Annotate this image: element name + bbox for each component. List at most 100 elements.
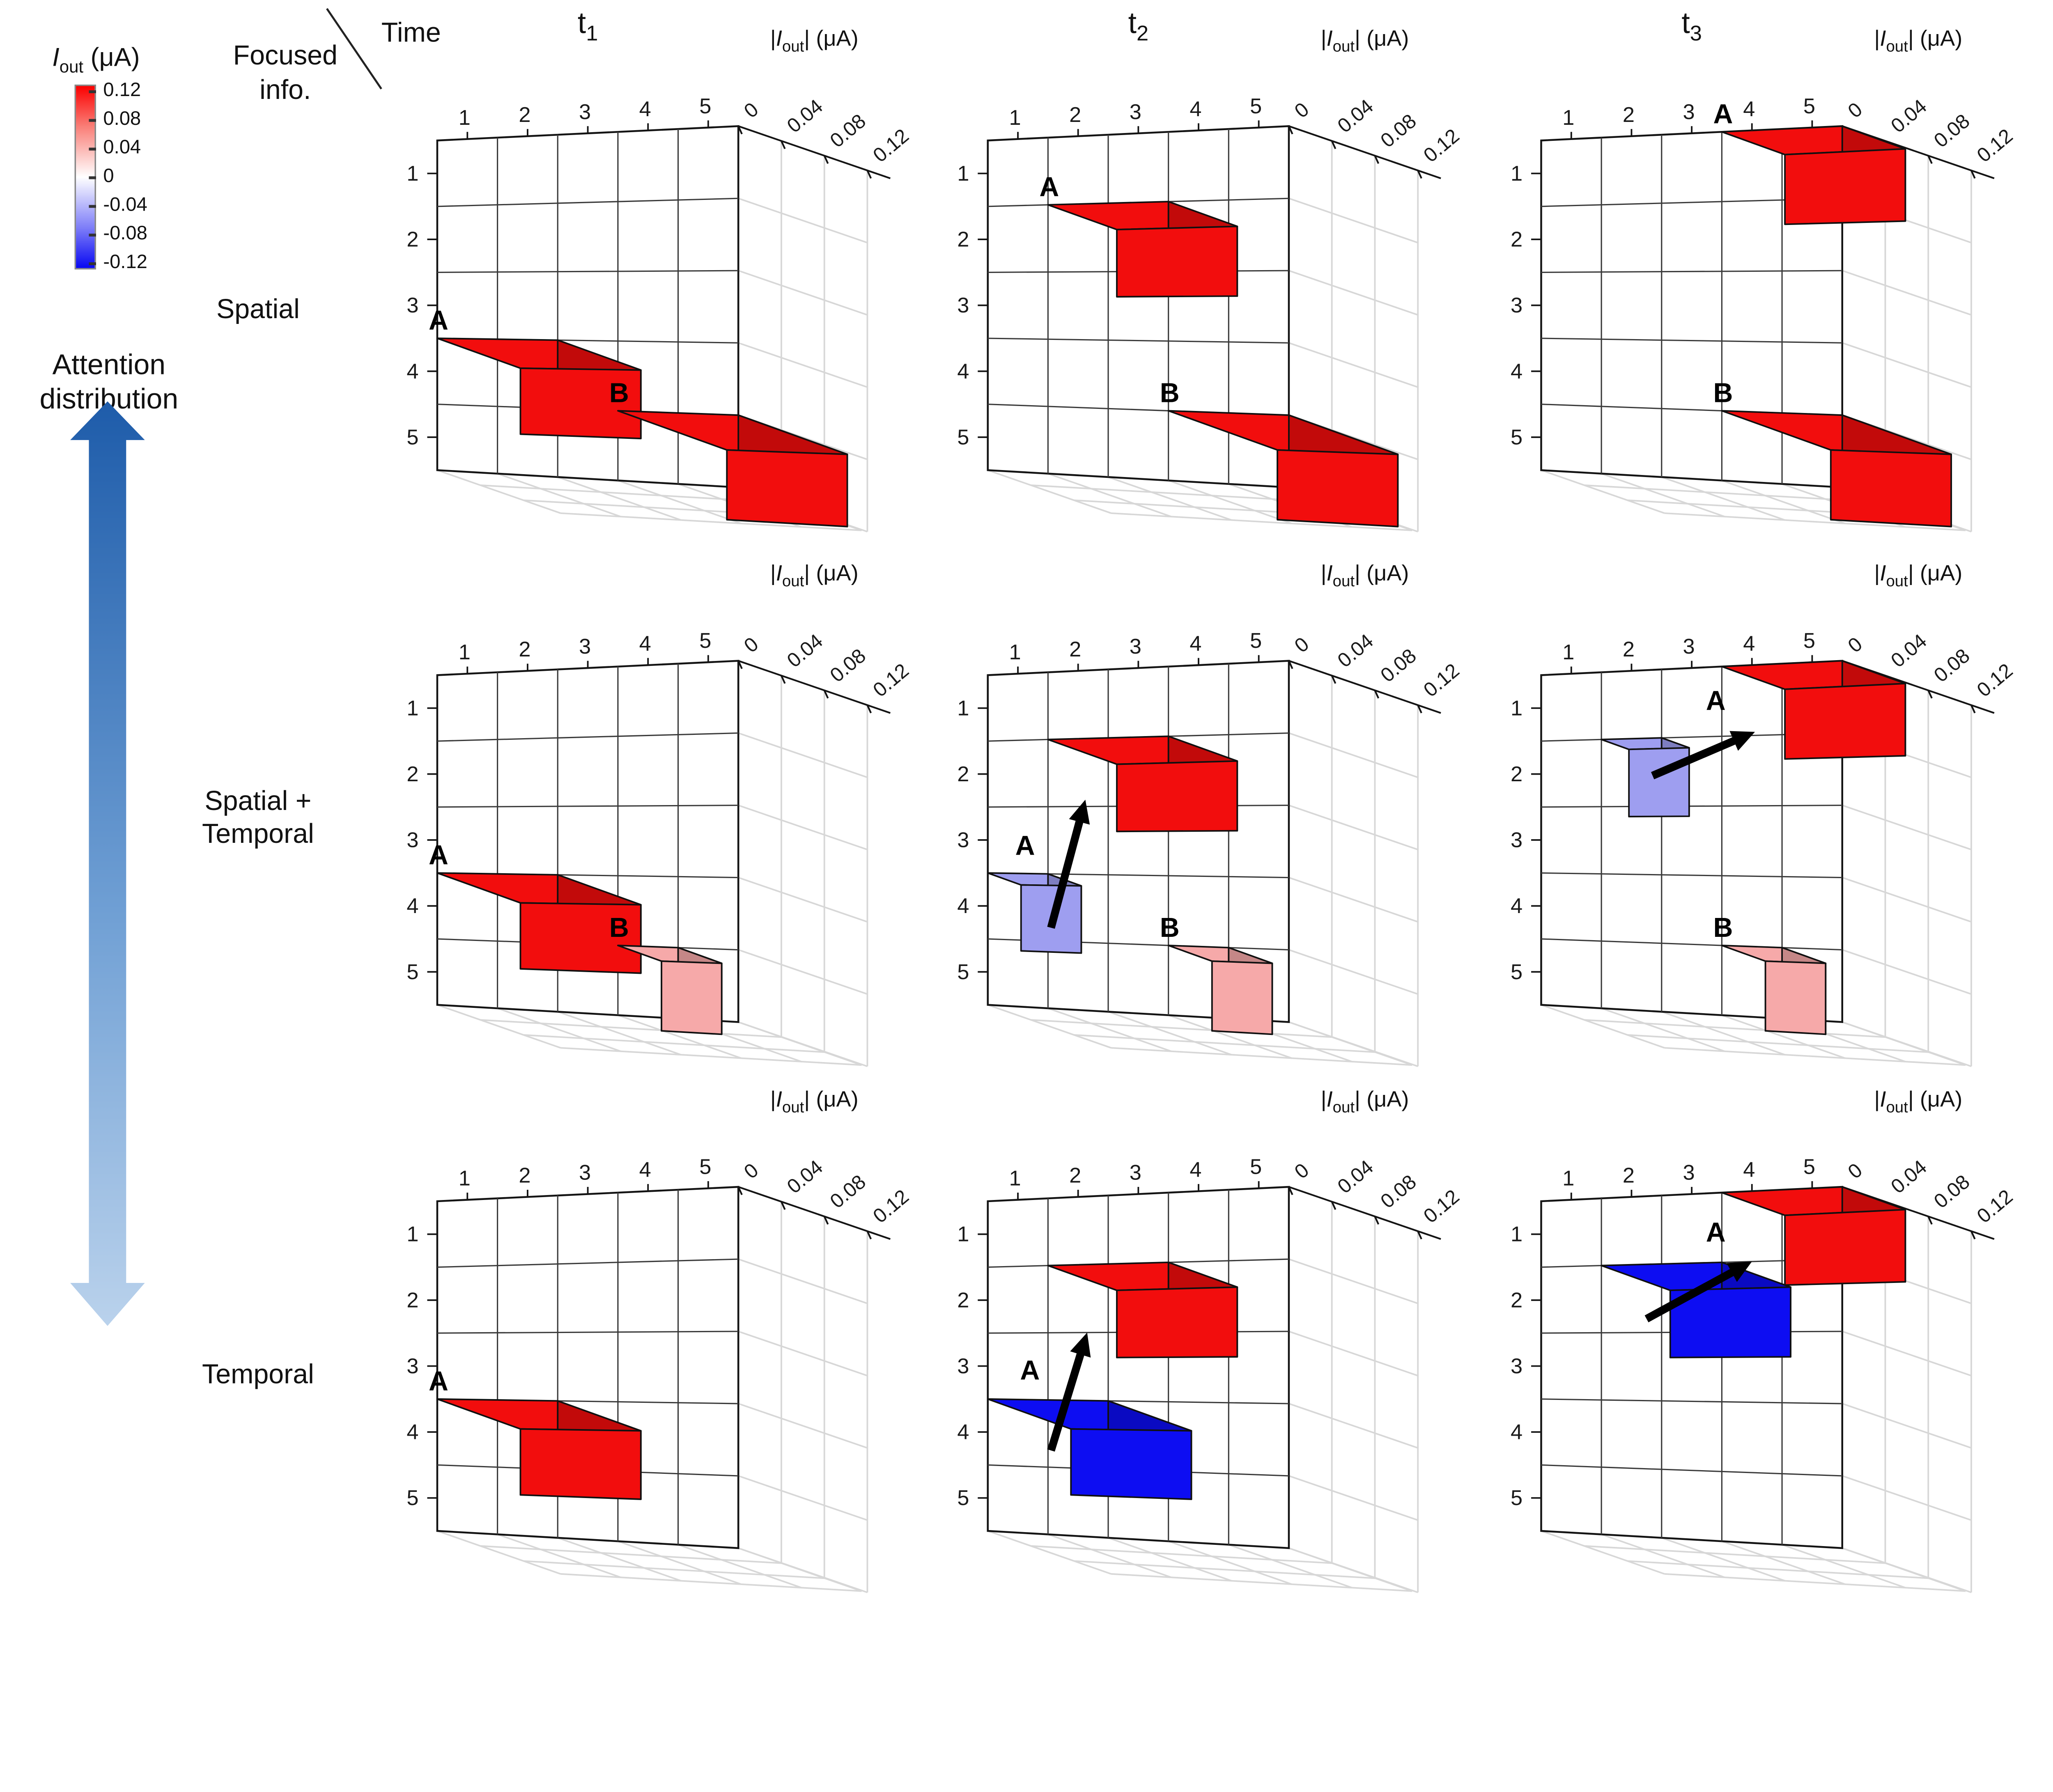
svg-text:0.08: 0.08 bbox=[1376, 110, 1421, 152]
col-header-t2: t2 bbox=[1128, 7, 1149, 46]
colorbar-tick-label: -0.12 bbox=[103, 251, 147, 273]
svg-text:3: 3 bbox=[1130, 1161, 1141, 1185]
svg-text:1: 1 bbox=[406, 696, 418, 720]
svg-text:4: 4 bbox=[406, 1420, 418, 1444]
svg-text:5: 5 bbox=[1803, 94, 1815, 118]
svg-text:5: 5 bbox=[957, 960, 969, 984]
bar-label-B: B bbox=[1160, 913, 1180, 943]
svg-text:|Iout| (μA): |Iout| (μA) bbox=[1874, 1087, 1962, 1116]
svg-text:1: 1 bbox=[1562, 106, 1574, 130]
svg-text:4: 4 bbox=[406, 360, 418, 383]
svg-text:1: 1 bbox=[957, 696, 969, 720]
row-label-spatial: Spatial bbox=[216, 295, 300, 326]
svg-text:0.04: 0.04 bbox=[1333, 630, 1378, 672]
header-time-label: Time bbox=[381, 18, 441, 49]
svg-text:|Iout| (μA): |Iout| (μA) bbox=[1874, 561, 1962, 590]
colorbar-tick-label: 0.12 bbox=[103, 79, 141, 101]
svg-text:2: 2 bbox=[1511, 1288, 1523, 1312]
bar-label-B: B bbox=[609, 913, 629, 943]
svg-text:2: 2 bbox=[1623, 103, 1635, 127]
svg-text:2: 2 bbox=[1511, 762, 1523, 786]
svg-text:5: 5 bbox=[1250, 629, 1262, 653]
svg-text:1: 1 bbox=[406, 162, 418, 186]
svg-text:2: 2 bbox=[1069, 1164, 1081, 1188]
svg-text:1: 1 bbox=[1511, 696, 1523, 720]
plot-temporal-t3: 0 0.040.080.12 1 2 3 4 5 1 2 3 4 5 |Iout| (μA) A bbox=[1511, 1087, 2017, 1593]
svg-text:0.04: 0.04 bbox=[783, 95, 827, 138]
svg-text:4: 4 bbox=[1511, 894, 1523, 918]
svg-text:|Iout| (μA): |Iout| (μA) bbox=[770, 1087, 859, 1116]
colorbar-tick-label: 0 bbox=[103, 165, 114, 186]
svg-text:2: 2 bbox=[519, 638, 530, 661]
bar-label-B: B bbox=[609, 378, 629, 408]
svg-text:3: 3 bbox=[1511, 294, 1523, 317]
row-label-temporal: Temporal bbox=[202, 1360, 314, 1390]
svg-text:3: 3 bbox=[1683, 100, 1695, 124]
svg-text:2: 2 bbox=[1069, 103, 1081, 127]
svg-text:5: 5 bbox=[1511, 425, 1523, 449]
svg-text:0.08: 0.08 bbox=[826, 1170, 870, 1213]
svg-text:5: 5 bbox=[957, 1486, 969, 1510]
svg-text:3: 3 bbox=[1683, 1161, 1695, 1185]
svg-text:|Iout| (μA): |Iout| (μA) bbox=[1321, 26, 1409, 55]
svg-text:3: 3 bbox=[957, 828, 969, 852]
colorbar-title-subscript: out bbox=[59, 57, 84, 77]
svg-text:1: 1 bbox=[459, 106, 471, 130]
svg-text:3: 3 bbox=[579, 100, 591, 124]
svg-text:0.08: 0.08 bbox=[826, 110, 870, 152]
colorbar-tick-mark bbox=[89, 234, 96, 236]
svg-text:5: 5 bbox=[1511, 1486, 1523, 1510]
svg-text:0: 0 bbox=[1291, 633, 1314, 657]
svg-text:2: 2 bbox=[957, 228, 969, 252]
svg-text:0.04: 0.04 bbox=[1333, 95, 1378, 138]
svg-text:1: 1 bbox=[1562, 640, 1574, 664]
svg-text:2: 2 bbox=[1623, 638, 1635, 661]
colorbar-title-symbol: I bbox=[52, 43, 60, 72]
svg-text:1: 1 bbox=[1511, 1223, 1523, 1246]
svg-text:0: 0 bbox=[740, 1159, 763, 1183]
svg-text:4: 4 bbox=[957, 894, 969, 918]
svg-text:3: 3 bbox=[1130, 635, 1141, 659]
svg-text:3: 3 bbox=[1511, 1354, 1523, 1378]
svg-text:0: 0 bbox=[1844, 1159, 1867, 1183]
svg-text:3: 3 bbox=[1130, 100, 1141, 124]
svg-text:3: 3 bbox=[579, 1161, 591, 1185]
svg-text:2: 2 bbox=[406, 228, 418, 252]
svg-text:5: 5 bbox=[1250, 1155, 1262, 1179]
svg-text:5: 5 bbox=[1250, 94, 1262, 118]
colorbar-tick-label: -0.04 bbox=[103, 193, 147, 215]
svg-text:|Iout| (μA): |Iout| (μA) bbox=[770, 561, 859, 590]
svg-text:5: 5 bbox=[957, 425, 969, 449]
attention-label-line1: Attention bbox=[52, 349, 166, 381]
svg-text:|Iout| (μA): |Iout| (μA) bbox=[1874, 26, 1962, 55]
svg-text:4: 4 bbox=[639, 1158, 651, 1182]
svg-text:3: 3 bbox=[406, 294, 418, 317]
svg-text:1: 1 bbox=[1511, 162, 1523, 186]
svg-text:0.04: 0.04 bbox=[1887, 1156, 1931, 1198]
svg-text:4: 4 bbox=[1743, 632, 1755, 656]
svg-text:5: 5 bbox=[699, 1155, 711, 1179]
svg-text:3: 3 bbox=[1683, 635, 1695, 659]
svg-text:1: 1 bbox=[459, 640, 471, 664]
svg-text:4: 4 bbox=[1190, 97, 1201, 121]
svg-text:4: 4 bbox=[1743, 97, 1755, 121]
bar-label-A: A bbox=[429, 840, 448, 870]
svg-text:0: 0 bbox=[1844, 98, 1867, 122]
svg-text:1: 1 bbox=[406, 1223, 418, 1246]
svg-text:2: 2 bbox=[406, 1288, 418, 1312]
colorbar-tick-mark bbox=[89, 176, 96, 179]
col-header-t1: t1 bbox=[577, 7, 598, 46]
svg-text:2: 2 bbox=[1623, 1164, 1635, 1188]
svg-text:1: 1 bbox=[1562, 1167, 1574, 1191]
svg-text:4: 4 bbox=[1190, 632, 1201, 656]
svg-text:0.12: 0.12 bbox=[1973, 659, 2017, 702]
svg-text:0.08: 0.08 bbox=[1376, 1170, 1421, 1213]
svg-text:0: 0 bbox=[1844, 633, 1867, 657]
colorbar-tick-label: 0.04 bbox=[103, 136, 141, 158]
